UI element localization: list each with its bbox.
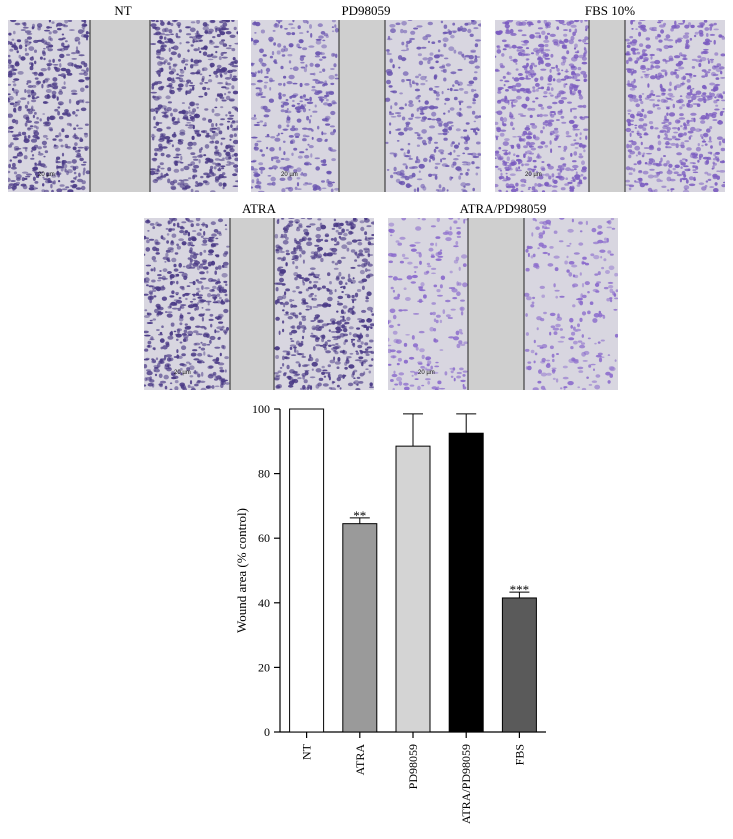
y-axis-label: Wound area (% control): [234, 508, 249, 633]
micrograph-title: PD98059: [341, 3, 391, 18]
micrograph-title: ATRA: [242, 201, 276, 216]
micrograph-image: 20 µm: [251, 20, 481, 192]
micrograph-image: 20 µm: [388, 218, 618, 390]
bar-atra: [342, 523, 378, 733]
y-tick-label: 20: [258, 660, 270, 674]
bar-pd98059: [395, 445, 431, 733]
x-tick-label: ATRA: [353, 744, 367, 776]
scale-bar-label: 20 µm: [418, 370, 435, 376]
x-tick-label: FBS: [512, 744, 526, 765]
x-tick-label: PD98059: [406, 744, 420, 789]
y-tick-label: 60: [258, 531, 270, 545]
y-tick-label: 40: [258, 596, 270, 610]
bar-atra-pd98059: [448, 432, 484, 733]
micrograph-image: 20 µm: [8, 20, 238, 192]
x-tick-label: ATRA/PD98059: [459, 744, 473, 824]
micrograph-title: FBS 10%: [584, 3, 636, 18]
significance-marker: ***: [510, 582, 530, 597]
y-tick-label: 100: [252, 402, 270, 416]
micrograph-image: 20 µm: [144, 218, 374, 390]
x-tick-label: NT: [300, 743, 314, 760]
bar-fbs: [501, 597, 537, 733]
bar-nt: [289, 408, 325, 733]
y-tick-label: 80: [258, 467, 270, 481]
significance-marker: **: [353, 508, 366, 523]
micrograph-image: 20 µm: [495, 20, 725, 192]
micrograph-title: ATRA/PD98059: [459, 201, 547, 216]
scale-bar-label: 20 µm: [525, 172, 542, 178]
scale-bar-label: 20 µm: [174, 370, 191, 376]
scale-bar-label: 20 µm: [38, 172, 55, 178]
micrograph-title: NT: [114, 3, 132, 18]
scale-bar-label: 20 µm: [281, 172, 298, 178]
y-tick-label: 0: [264, 725, 270, 739]
